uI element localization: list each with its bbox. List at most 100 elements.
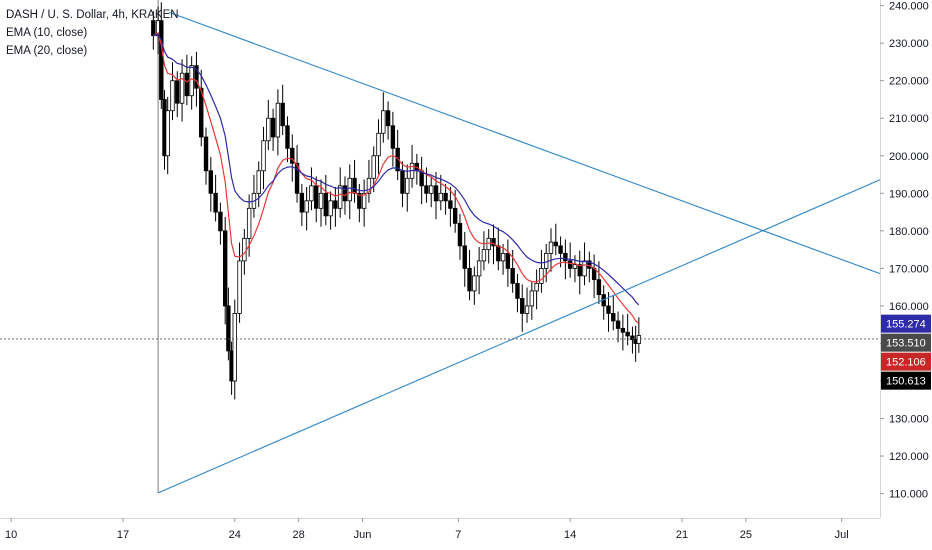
candle-body [500,252,506,262]
price-tag-label: 153.510 [886,338,926,350]
candle-body [314,185,319,209]
candle [524,287,530,323]
candle [203,127,209,185]
candle [208,156,214,212]
candle-body [486,237,491,251]
candle-body [203,136,209,172]
chart-title[interactable]: DASH / U. S. Dollar, 4h, KRAKEN [6,9,179,21]
candle [529,281,535,320]
candle-body [309,185,314,202]
candle [630,326,635,354]
candle [443,183,448,215]
candle-body [544,252,549,269]
candle [294,144,300,203]
candle [438,174,443,211]
candle [280,84,285,136]
candle-body [467,267,472,292]
candle [620,314,626,351]
candle [563,239,568,280]
candle-body [304,200,309,213]
candle [366,159,372,203]
candle [467,249,472,301]
candle-body [275,102,281,138]
candle-body [472,275,477,292]
candle-body [563,252,568,262]
candle [390,111,396,167]
candle [270,108,276,151]
candle [290,134,295,182]
price-tag-label: 152.106 [886,357,926,369]
y-tick-label: 130.000 [889,414,929,426]
candle [299,183,305,226]
candle-body [615,320,621,329]
candle-body [515,282,520,299]
candle [361,179,367,227]
price-tag: 152.106 [881,352,931,371]
chart-legend: DASH / U. S. Dollar, 4h, KRAKEN EMA (10,… [6,6,179,60]
candle [323,174,329,226]
candle [496,227,501,271]
candle [285,116,290,163]
candle [328,191,333,230]
candle-body [381,110,386,134]
candle-body [429,185,434,194]
x-tick-label: 14 [564,529,576,541]
ema-10-label[interactable]: EMA (10, close) [6,27,88,39]
x-tick-label: 7 [455,529,461,541]
y-tick-label: 160.000 [889,301,929,313]
y-tick-label: 210.000 [889,113,929,125]
candle [352,159,357,203]
ema-10-line [152,31,640,324]
candle [481,231,487,271]
candle [304,186,309,231]
candle-body [218,211,223,232]
candle-body [361,192,367,209]
candle [170,62,175,121]
candle-body [246,207,252,239]
candle-body [539,267,544,284]
candle [553,223,558,256]
candle [309,167,314,211]
candle-body [443,192,448,202]
candle [232,299,237,400]
candle [548,228,554,272]
candle-body [462,245,467,269]
candle-body [366,177,372,194]
candle-body [457,222,463,247]
candle-body [170,80,175,112]
trendline-lower [157,179,881,494]
candle [226,287,231,361]
candle [596,261,602,305]
candle-body [290,147,295,164]
price-tag-label: 150.613 [886,376,926,388]
candle [486,228,491,264]
trendlines[interactable] [157,11,881,494]
candle [314,176,319,223]
ema-20-label[interactable]: EMA (20, close) [6,45,88,57]
candle [457,213,463,260]
candle [256,161,261,208]
candle-body [558,245,563,254]
x-tick-label: 25 [740,529,752,541]
x-tick-label: Jul [835,529,849,541]
candle-body [400,170,405,194]
candle-body [448,200,453,209]
candle-body [189,65,194,97]
candle [472,266,477,305]
candle-body [390,125,396,149]
candle [381,92,386,143]
candle [218,202,223,245]
candle-body [213,192,218,213]
candle [199,69,204,147]
candle-body [179,72,185,104]
candle-body [582,260,587,277]
candle-body [199,87,204,138]
candle [587,251,592,283]
y-tick-label: 180.000 [889,226,929,238]
price-tag: 150.613 [881,371,931,390]
candle-body [529,290,535,307]
candle-body [242,237,247,262]
candle-body [433,185,439,202]
candle [429,176,434,208]
